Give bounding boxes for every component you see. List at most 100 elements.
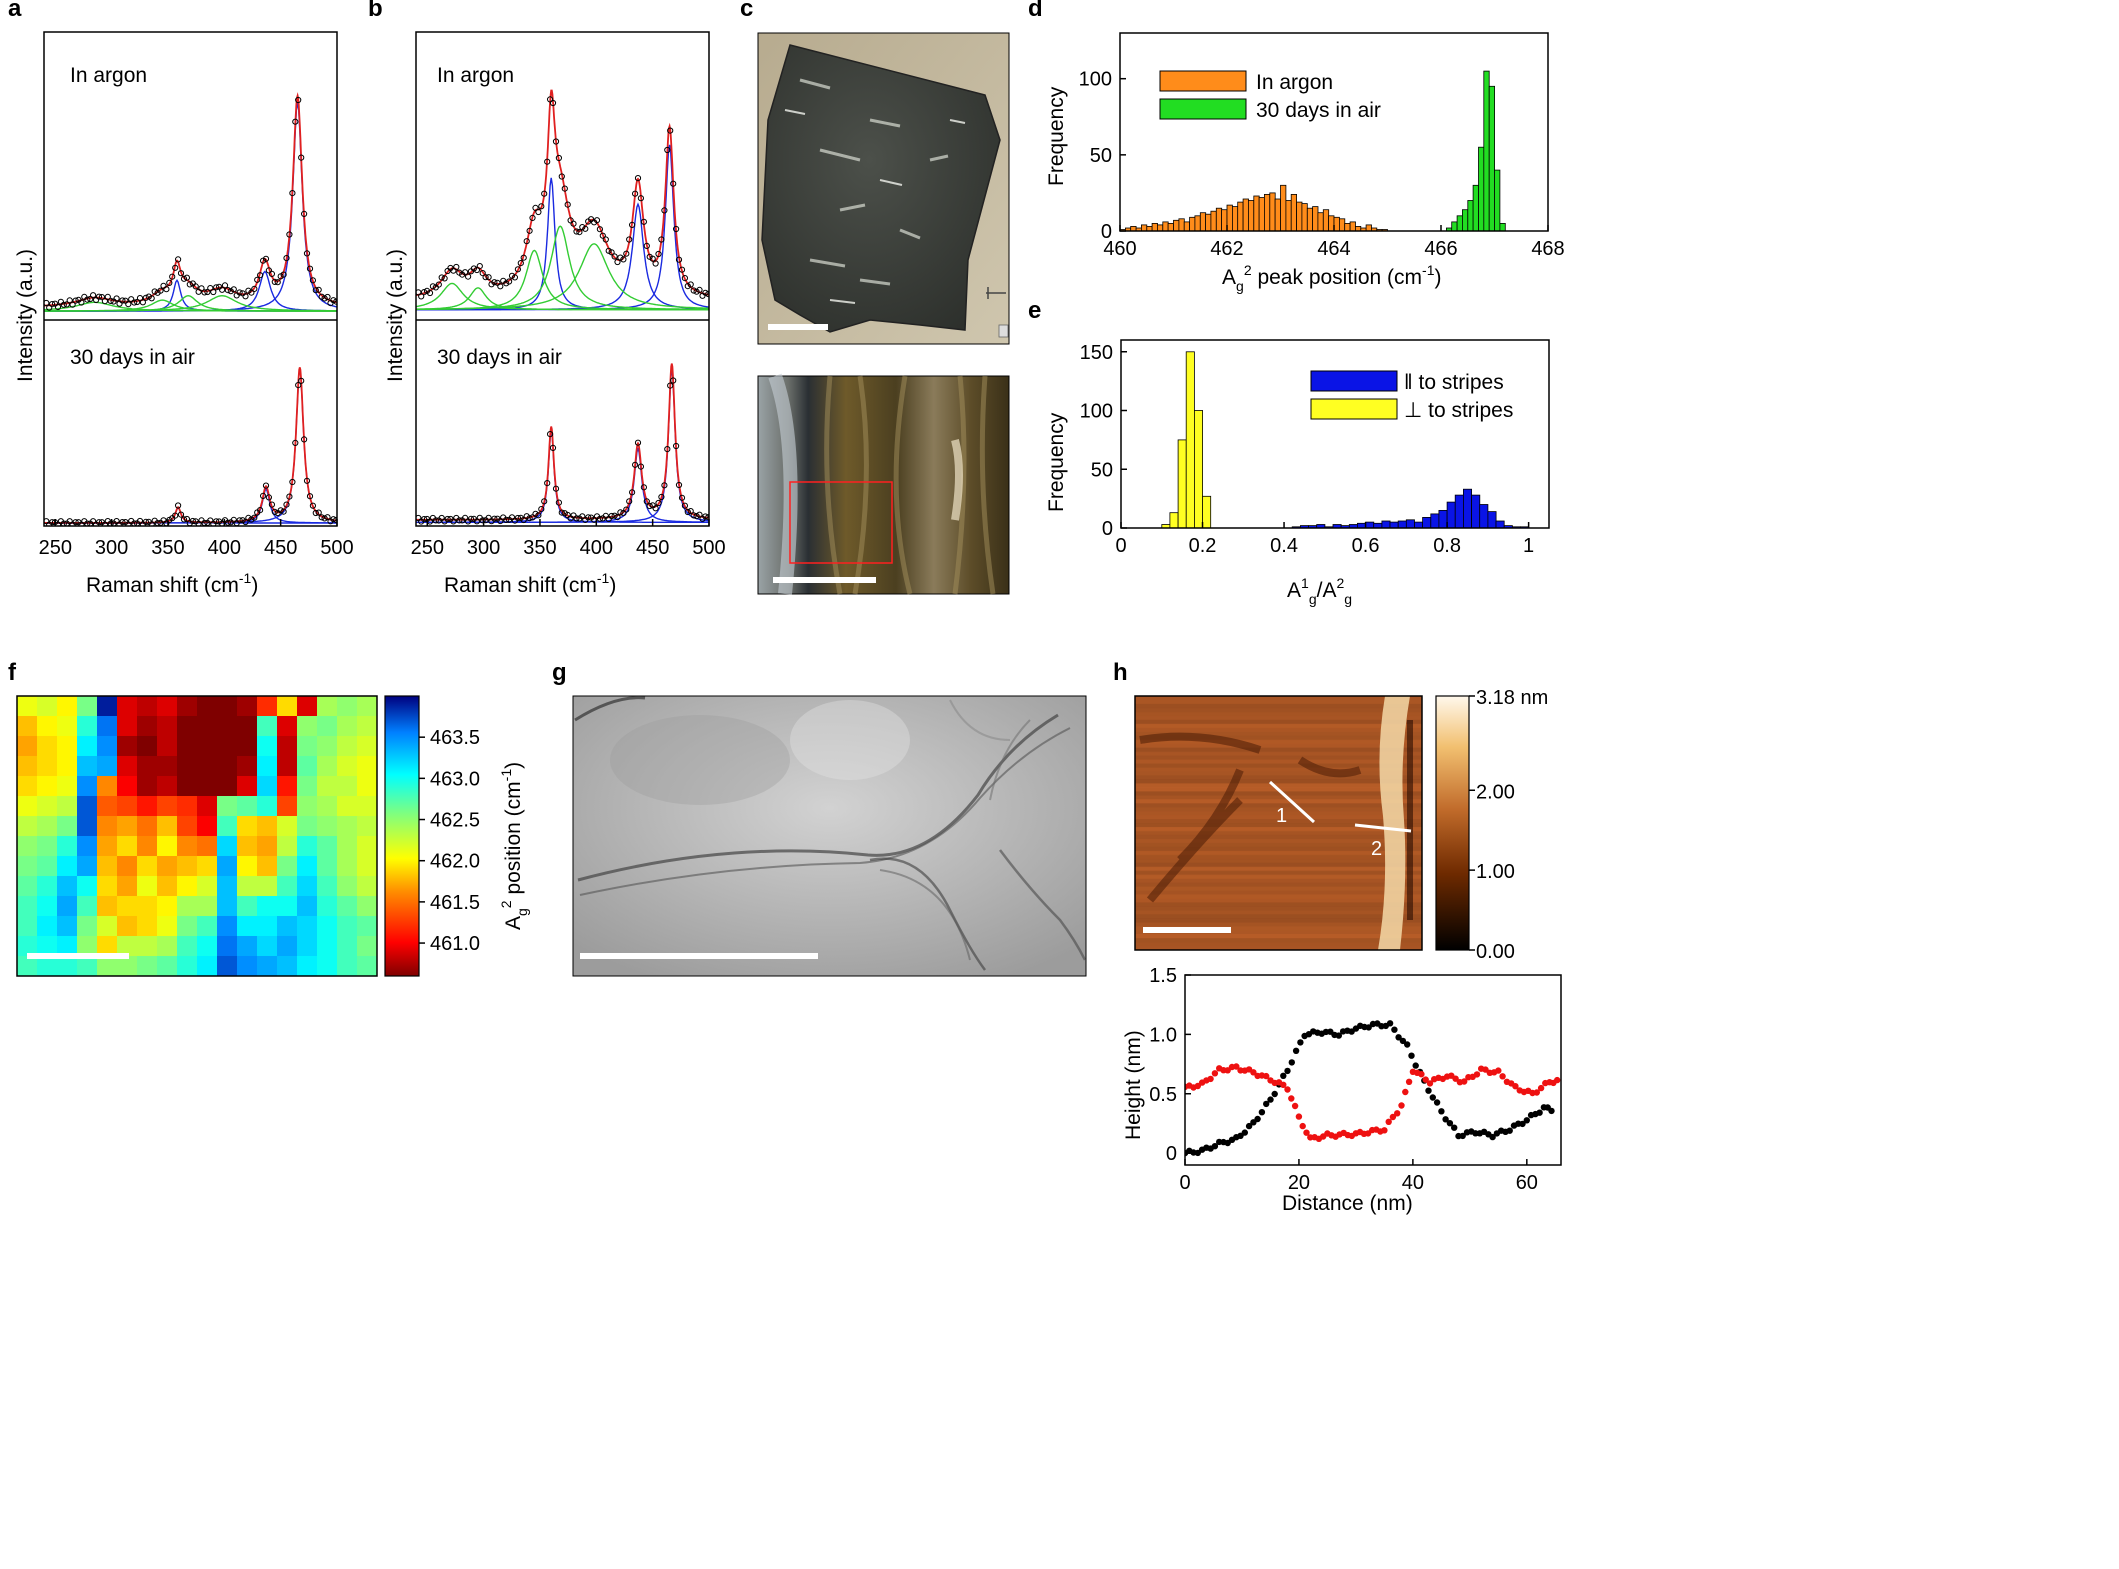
data-point: [520, 254, 527, 261]
heatmap-cell: [137, 836, 158, 857]
afm-scanline: [1135, 823, 1422, 828]
data-point: [602, 236, 609, 243]
profile-point-2: [1554, 1076, 1561, 1084]
data-point: [655, 499, 662, 507]
heatmap-cell: [237, 756, 258, 777]
heatmap-cell: [57, 776, 78, 797]
heatmap-cell: [117, 776, 138, 797]
data-point: [564, 201, 571, 208]
optical-image-zoom: [757, 373, 1010, 595]
panel-a-frame: [43, 31, 338, 527]
heatmap-cell: [197, 696, 218, 717]
heatmap-cell: [117, 896, 138, 917]
heatmap-cell: [277, 716, 298, 737]
data-point: [268, 501, 275, 508]
heatmap-cell: [157, 736, 178, 757]
heatmap-cell: [97, 916, 118, 937]
data-point: [254, 276, 261, 283]
x-tick-label: 350: [523, 537, 556, 559]
data-point: [63, 301, 70, 308]
data-point: [632, 190, 639, 197]
data-point: [479, 517, 486, 524]
heatmap-cell: [37, 816, 58, 837]
hist-bar: [1280, 184, 1287, 232]
data-point: [289, 478, 296, 486]
profile-point-2: [1303, 1129, 1310, 1136]
heatmap-cell: [337, 756, 358, 777]
x-tick-label: 40: [1402, 1172, 1424, 1194]
heatmap-cell: [137, 716, 158, 737]
afm-scanline: [1135, 906, 1422, 911]
heatmap-cell: [97, 856, 118, 877]
heatmap-cell: [257, 836, 278, 857]
data-point: [280, 508, 287, 515]
data-point: [608, 512, 615, 520]
data-point: [251, 285, 258, 292]
data-point: [617, 254, 624, 261]
afm-scanline: [1135, 703, 1422, 709]
heatmap-cell: [197, 776, 218, 797]
data-point: [90, 518, 97, 525]
colorbar-tick-label: 461.0: [430, 933, 480, 955]
heatmap-cell: [97, 696, 118, 717]
heatmap-cell: [137, 936, 158, 957]
data-point: [175, 256, 182, 263]
heatmap-cell: [297, 796, 318, 817]
profile-point-1: [1429, 1094, 1437, 1101]
heatmap-cell: [217, 896, 238, 917]
data-point: [312, 509, 319, 517]
data-point: [242, 518, 249, 526]
hist-bar: [1189, 216, 1196, 232]
afm-scanline: [1135, 779, 1422, 784]
data-point: [485, 274, 492, 281]
heatmap-cell: [337, 776, 358, 797]
data-point: [467, 515, 475, 523]
data-point: [596, 226, 604, 233]
hist-bar: [1290, 193, 1297, 232]
data-point: [655, 250, 662, 258]
hist-bar: [1221, 209, 1228, 232]
data-point: [690, 512, 697, 519]
data-point: [661, 207, 668, 214]
height-profile-axes: 0 20 40 60 0 0.5 1.0 1.5: [1149, 965, 1538, 1194]
data-point: [632, 461, 639, 468]
data-point: [177, 511, 185, 518]
data-point: [107, 520, 114, 526]
heatmap-cell: [17, 696, 38, 717]
heatmap-cell: [337, 916, 358, 937]
afm-scanline: [1135, 743, 1422, 749]
heatmap-cell: [197, 856, 218, 877]
data-point: [271, 508, 278, 515]
data-point: [538, 203, 545, 210]
data-point: [646, 502, 653, 510]
heatmap-cell: [237, 896, 258, 917]
heatmap-cell: [237, 776, 258, 797]
data-point: [213, 284, 220, 291]
heatmap-cell: [97, 956, 118, 977]
hist-bar: [1151, 222, 1158, 232]
profile-point-1: [1523, 1117, 1531, 1124]
heatmap-cell: [117, 736, 138, 757]
heatmap-cell: [337, 936, 358, 957]
data-point: [643, 498, 650, 505]
heatmap-cell: [197, 956, 218, 977]
data-point: [462, 514, 469, 522]
data-point: [529, 214, 536, 221]
data-point: [271, 278, 278, 285]
data-point: [72, 519, 79, 526]
heatmap-cell: [317, 796, 338, 817]
fit-curve-1: [416, 363, 709, 521]
hist-bar: [1194, 215, 1201, 232]
data-point: [690, 287, 697, 294]
x-tick-label: 60: [1516, 1172, 1538, 1194]
hist-bar: [1312, 206, 1319, 232]
heatmap-cell: [197, 936, 218, 957]
data-point: [538, 506, 545, 513]
heatmap-cell: [297, 936, 318, 957]
data-point: [172, 512, 179, 519]
heatmap-cell: [17, 716, 38, 737]
panel-d-xlabel: Ag2 peak position (cm-1): [1222, 262, 1441, 294]
data-point: [514, 266, 522, 273]
heatmap-cell: [357, 796, 378, 817]
heatmap-cell: [17, 756, 38, 777]
